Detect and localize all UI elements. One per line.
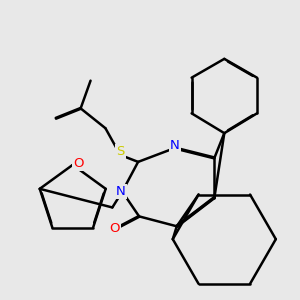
Text: N: N	[116, 185, 126, 198]
Text: N: N	[170, 139, 180, 152]
Text: O: O	[73, 157, 83, 170]
Text: S: S	[116, 145, 124, 158]
Text: O: O	[110, 222, 120, 235]
